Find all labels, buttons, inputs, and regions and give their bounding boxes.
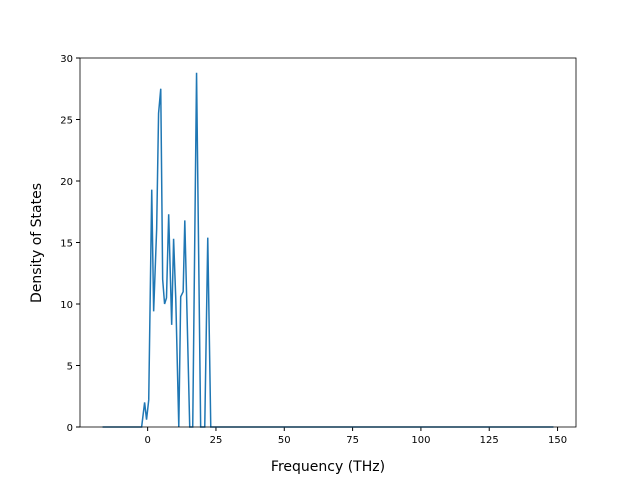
y-tick-label: 30: [60, 54, 73, 65]
x-tick-label: 150: [548, 435, 567, 446]
y-axis-label: Density of States: [29, 183, 45, 303]
y-tick-label: 20: [60, 177, 73, 188]
x-tick-label: 25: [210, 435, 223, 446]
x-tick-label: 100: [411, 435, 430, 446]
y-tick-label: 25: [60, 116, 73, 127]
y-tick-label: 10: [60, 300, 73, 311]
x-tick-label: 75: [346, 435, 359, 446]
x-tick-label: 50: [278, 435, 291, 446]
y-tick-label: 15: [60, 239, 73, 250]
line: [102, 72, 554, 428]
y-tick-label: 0: [67, 423, 73, 434]
x-tick-label: 0: [144, 435, 150, 446]
x-tick-label: 125: [480, 435, 499, 446]
x-axis-label: Frequency (THz): [271, 459, 385, 475]
y-tick-label: 5: [67, 362, 73, 373]
plot-frame: [79, 57, 577, 428]
